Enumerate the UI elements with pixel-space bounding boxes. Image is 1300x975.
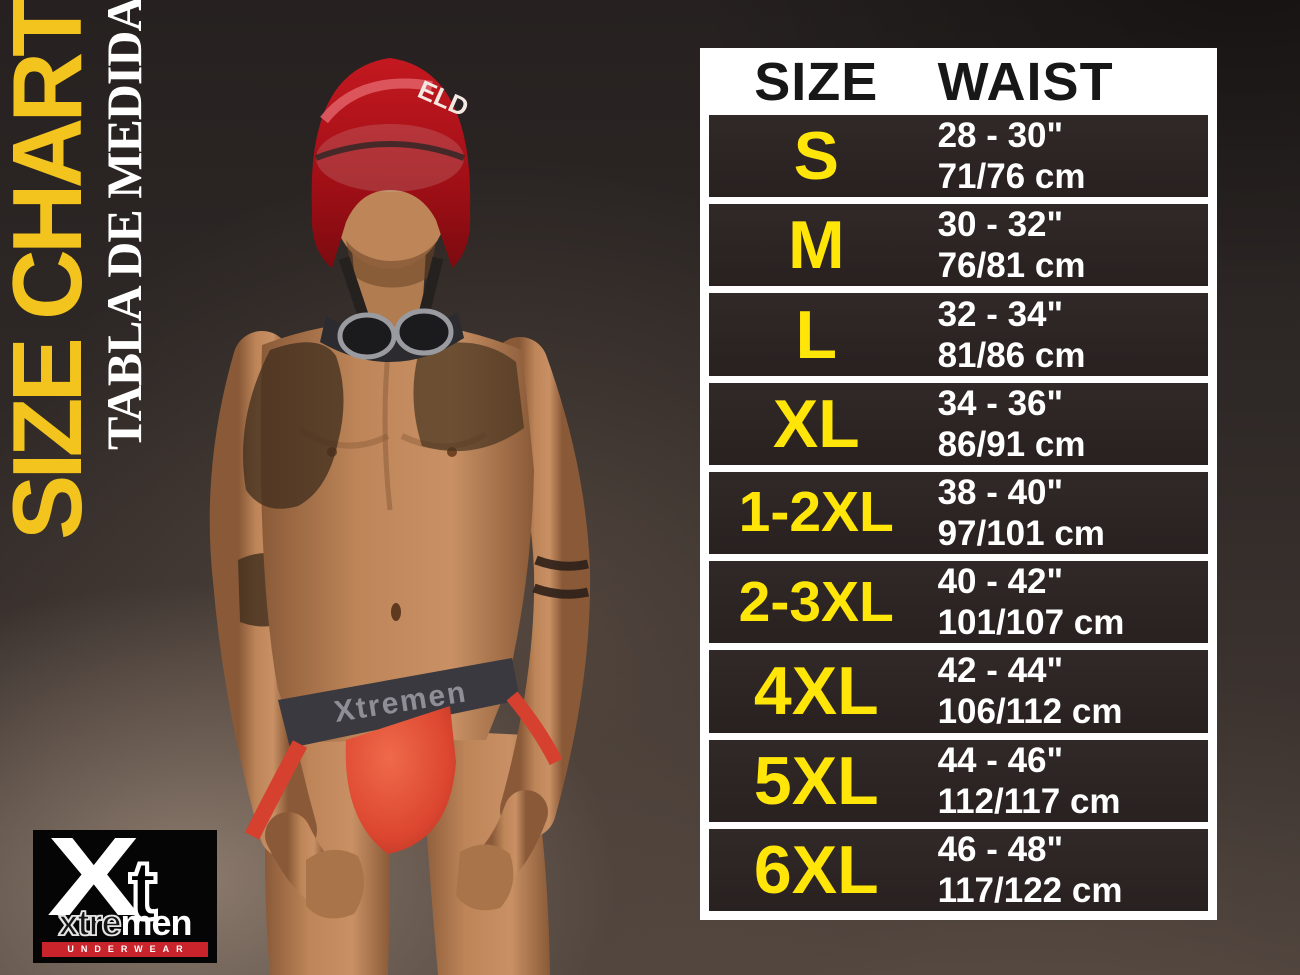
- page-title: SIZE CHART: [0, 2, 102, 540]
- size-label: 1-2XL: [738, 480, 894, 545]
- size-label: L: [795, 296, 838, 373]
- size-row: XL 34 - 36" 86/91 cm: [709, 382, 1208, 465]
- size-label: 6XL: [753, 831, 879, 908]
- model-hands: [306, 844, 514, 919]
- armband-tattoos: [532, 555, 590, 599]
- waist-cm: 86/91 cm: [937, 424, 1086, 464]
- column-header-waist: WAIST: [937, 51, 1114, 112]
- waist-cm: 106/112 cm: [937, 692, 1123, 732]
- goggles: [320, 308, 464, 363]
- jock-strap-left: [244, 740, 308, 840]
- xtremen-logo: X t xtremen UNDERWEAR: [33, 814, 217, 963]
- jock-pouch: [345, 706, 456, 854]
- waist-cm: 76/81 cm: [937, 246, 1086, 286]
- waist-cm: 101/107 cm: [937, 603, 1125, 643]
- logo-word-men: men: [120, 902, 193, 943]
- logo-word-xtre: xtre: [58, 902, 123, 943]
- beard: [346, 240, 436, 288]
- waist-value: 42 - 44" 106/112 cm: [924, 650, 1208, 732]
- waist-cm: 117/122 cm: [937, 870, 1123, 910]
- waist-value: 38 - 40" 97/101 cm: [924, 472, 1208, 554]
- size-label: S: [793, 118, 839, 195]
- column-header-size: SIZE: [754, 51, 879, 112]
- waist-value: 40 - 42" 101/107 cm: [924, 561, 1208, 643]
- waist-cm: 81/86 cm: [937, 335, 1086, 375]
- navel: [391, 603, 401, 621]
- waist-inches: 44 - 46": [937, 740, 1064, 780]
- size-label: 5XL: [753, 742, 879, 819]
- logo-monogram: X t: [33, 814, 217, 939]
- jock-strap-right: [506, 691, 563, 766]
- jockstrap: Xtremen: [244, 658, 563, 854]
- size-row: 1-2XL 38 - 40" 97/101 cm: [709, 471, 1208, 555]
- size-row: M 30 - 32" 76/81 cm: [709, 204, 1208, 287]
- waistband: [278, 658, 520, 748]
- size-row: 6XL 46 - 48" 117/122 cm: [709, 828, 1208, 911]
- page-subtitle: TABLA DE MEDIDAS: [96, 0, 152, 450]
- waist-inches: 38 - 40": [937, 472, 1064, 512]
- size-row: 2-3XL 40 - 42" 101/107 cm: [709, 561, 1208, 644]
- waist-value: 32 - 34" 81/86 cm: [924, 293, 1208, 375]
- size-table-body: S 28 - 30" 71/76 cm M 30 - 32" 76/81 cm …: [709, 115, 1208, 911]
- waist-cm: 97/101 cm: [937, 513, 1105, 553]
- waist-value: 34 - 36" 86/91 cm: [924, 383, 1208, 465]
- waist-cm: 71/76 cm: [937, 157, 1086, 197]
- waist-value: 44 - 46" 112/117 cm: [924, 740, 1208, 822]
- waist-inches: 46 - 48": [937, 829, 1064, 869]
- waist-inches: 30 - 32": [937, 205, 1064, 245]
- size-label: XL: [772, 385, 860, 462]
- waist-inches: 40 - 42": [937, 562, 1064, 602]
- size-row: S 28 - 30" 71/76 cm: [709, 115, 1208, 198]
- logo-wordmark: xtremen: [33, 902, 217, 943]
- waist-value: 30 - 32" 76/81 cm: [924, 204, 1208, 286]
- waist-inches: 32 - 34": [937, 294, 1064, 334]
- chest-tattoo: [413, 342, 524, 452]
- size-row: 5XL 44 - 46" 112/117 cm: [709, 739, 1208, 822]
- logo-t-glyph: t: [127, 841, 159, 939]
- waist-cm: 112/117 cm: [937, 781, 1121, 821]
- shoulder-tattoo: [243, 342, 344, 509]
- helmet-visor: [316, 124, 464, 192]
- waist-inches: 42 - 44": [937, 651, 1064, 691]
- waist-inches: 28 - 30": [937, 116, 1064, 156]
- logo-underwear-bar: UNDERWEAR: [42, 942, 208, 957]
- waist-value: 28 - 30" 71/76 cm: [924, 115, 1208, 197]
- size-label: 2-3XL: [738, 569, 894, 634]
- size-label: M: [787, 207, 845, 284]
- size-row: 4XL 42 - 44" 106/112 cm: [709, 650, 1208, 733]
- size-table: SIZE WAIST S 28 - 30" 71/76 cm M 30 - 32…: [700, 48, 1217, 920]
- size-row: L 32 - 34" 81/86 cm: [709, 293, 1208, 376]
- waist-inches: 34 - 36": [937, 383, 1064, 423]
- waist-value: 46 - 48" 117/122 cm: [924, 829, 1208, 911]
- size-label: 4XL: [753, 653, 879, 730]
- logo-x-glyph: X: [47, 814, 141, 939]
- model-photo: ELD Xtremen: [209, 58, 591, 975]
- size-table-header: SIZE WAIST: [709, 48, 1208, 115]
